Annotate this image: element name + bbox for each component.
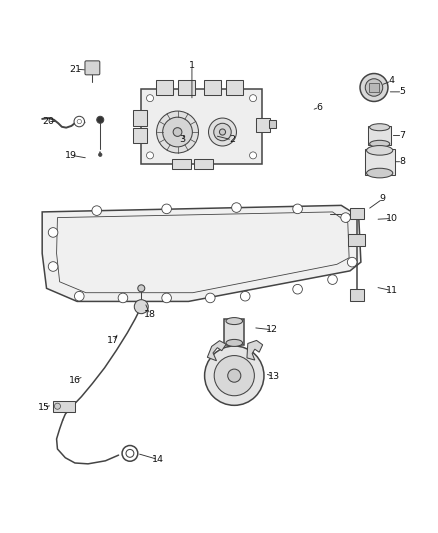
FancyBboxPatch shape [133, 128, 147, 143]
Text: 21: 21 [70, 64, 82, 74]
Text: 5: 5 [399, 87, 406, 96]
Circle shape [250, 95, 257, 102]
Circle shape [147, 95, 153, 102]
Text: 18: 18 [144, 310, 156, 319]
Ellipse shape [226, 318, 243, 325]
FancyBboxPatch shape [133, 110, 147, 126]
Circle shape [341, 213, 350, 222]
FancyBboxPatch shape [224, 319, 244, 345]
Ellipse shape [367, 168, 393, 178]
FancyBboxPatch shape [85, 61, 100, 75]
FancyBboxPatch shape [178, 80, 194, 95]
Circle shape [99, 153, 102, 157]
Text: 12: 12 [266, 325, 278, 334]
FancyBboxPatch shape [156, 80, 173, 95]
FancyBboxPatch shape [350, 289, 364, 301]
FancyBboxPatch shape [350, 208, 364, 220]
FancyBboxPatch shape [256, 118, 270, 133]
Text: 10: 10 [385, 214, 397, 223]
FancyBboxPatch shape [141, 90, 262, 164]
Circle shape [360, 74, 388, 101]
Circle shape [365, 79, 383, 96]
Circle shape [162, 293, 171, 303]
Circle shape [240, 292, 250, 301]
FancyBboxPatch shape [194, 159, 213, 169]
Circle shape [214, 123, 231, 141]
Circle shape [214, 356, 254, 395]
Text: 2: 2 [229, 135, 235, 144]
Circle shape [156, 111, 198, 153]
Circle shape [173, 128, 182, 136]
Polygon shape [207, 341, 226, 361]
Circle shape [232, 203, 241, 212]
FancyBboxPatch shape [369, 83, 379, 92]
FancyBboxPatch shape [269, 120, 276, 128]
Circle shape [118, 293, 128, 303]
Circle shape [350, 236, 359, 245]
Text: 8: 8 [399, 157, 406, 166]
FancyBboxPatch shape [348, 234, 365, 246]
FancyBboxPatch shape [172, 159, 191, 169]
FancyBboxPatch shape [226, 80, 243, 95]
Text: 7: 7 [399, 131, 406, 140]
FancyBboxPatch shape [368, 126, 391, 145]
Circle shape [74, 116, 85, 127]
Circle shape [77, 119, 81, 124]
Ellipse shape [370, 124, 390, 131]
Circle shape [293, 204, 302, 214]
Circle shape [134, 300, 148, 313]
Circle shape [54, 403, 60, 409]
Circle shape [250, 152, 257, 159]
Circle shape [228, 369, 241, 382]
Text: 9: 9 [380, 195, 386, 203]
Circle shape [347, 257, 357, 267]
Polygon shape [247, 341, 263, 360]
Circle shape [48, 228, 58, 237]
Text: 11: 11 [385, 286, 397, 295]
Circle shape [208, 118, 237, 146]
Circle shape [328, 275, 337, 285]
FancyBboxPatch shape [365, 149, 395, 175]
Text: 16: 16 [69, 376, 81, 384]
Ellipse shape [226, 340, 243, 346]
Circle shape [219, 129, 226, 135]
Text: 6: 6 [316, 103, 322, 111]
FancyBboxPatch shape [204, 80, 221, 95]
Text: 13: 13 [268, 372, 279, 381]
Text: 15: 15 [38, 402, 49, 411]
Circle shape [138, 285, 145, 292]
Circle shape [147, 152, 153, 159]
Text: 1: 1 [189, 61, 195, 70]
Text: 14: 14 [152, 455, 164, 464]
Text: 3: 3 [179, 135, 185, 144]
Circle shape [92, 206, 102, 215]
Text: 20: 20 [42, 117, 54, 126]
Text: 17: 17 [107, 336, 119, 345]
Circle shape [74, 292, 84, 301]
Circle shape [205, 293, 215, 303]
Ellipse shape [370, 140, 390, 147]
Circle shape [162, 204, 171, 214]
FancyBboxPatch shape [53, 400, 75, 412]
Ellipse shape [367, 146, 393, 155]
Polygon shape [42, 205, 361, 302]
Circle shape [162, 117, 192, 147]
Circle shape [205, 346, 264, 405]
Text: 19: 19 [64, 151, 77, 160]
Text: 4: 4 [389, 76, 395, 85]
Circle shape [293, 285, 302, 294]
Circle shape [48, 262, 58, 271]
Circle shape [97, 116, 104, 123]
